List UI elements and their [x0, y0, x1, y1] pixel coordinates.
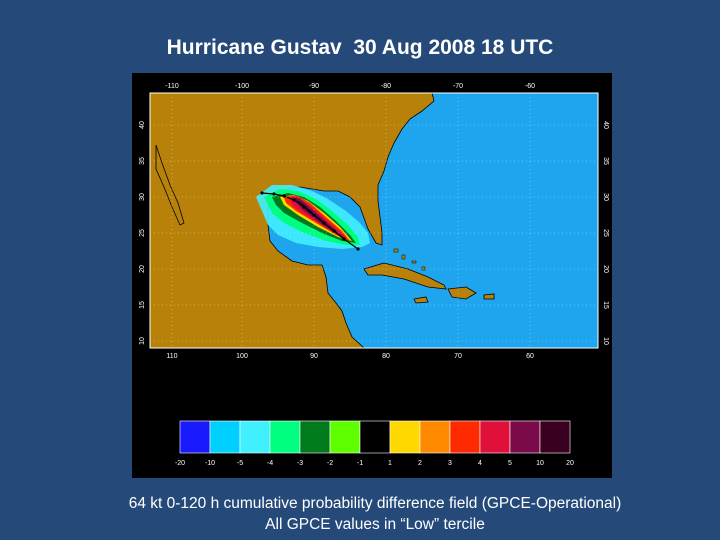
bottom-lon-label: 70: [454, 353, 462, 360]
left-lat-label: 15: [139, 301, 146, 309]
colorbar-tick-label: -1: [357, 460, 363, 467]
colorbar-tick-label: -4: [267, 460, 273, 467]
track-markers: [260, 191, 360, 251]
colorbar-tick-label: 3: [448, 460, 452, 467]
map-border: [149, 92, 599, 349]
colorbar-swatch: [179, 420, 211, 454]
colorbar-swatch: [209, 420, 241, 454]
graticule: [150, 93, 598, 348]
colorbar-swatch: [359, 420, 391, 454]
left-lat-label: 20: [139, 265, 146, 273]
colorbar-tick-label: -3: [297, 460, 303, 467]
colorbar-swatch: [479, 420, 511, 454]
colorbar-tick-label: -5: [237, 460, 243, 467]
bahamas: [393, 248, 426, 271]
bottom-lon-label: 80: [382, 353, 390, 360]
bottom-lon-label: 60: [526, 353, 534, 360]
colorbar-tick-label: 20: [566, 460, 574, 467]
left-lat-label: 25: [139, 229, 146, 237]
colorbar-tick-label: -10: [205, 460, 215, 467]
caption-line-2: All GPCE values in “Low” tercile: [265, 516, 485, 533]
colorbar-swatch: [509, 420, 541, 454]
bottom-lon-label: 110: [166, 353, 177, 360]
colorbar-swatch: [419, 420, 451, 454]
colorbar-swatch: [269, 420, 301, 454]
land: [149, 92, 495, 349]
bottom-lon-label: 90: [310, 353, 318, 360]
colorbar-tick-label: 2: [418, 460, 422, 467]
colorbar-tick-label: 5: [508, 460, 512, 467]
bottom-lon-label: 100: [236, 353, 248, 360]
left-lat-label: 10: [139, 337, 146, 345]
colorbar-tick-label: -20: [175, 460, 185, 467]
colorbar: [179, 420, 571, 454]
colorbar-tick-label: 10: [536, 460, 544, 467]
colorbar-swatch: [449, 420, 481, 454]
top-lon-label: -70: [453, 83, 463, 90]
left-lat-label: 30: [139, 193, 146, 201]
colorbar-swatch: [329, 420, 361, 454]
colorbar-swatch: [389, 420, 421, 454]
colorbar-swatch: [239, 420, 271, 454]
top-lon-label: -80: [381, 83, 391, 90]
colorbar-swatch: [539, 420, 571, 454]
left-lat-label: 40: [139, 121, 146, 129]
storm-track: [261, 192, 359, 250]
colorbar-tick-label: -2: [327, 460, 333, 467]
map-figure: -110 -100 -90 -80 -70 -60 110 100 90 80 …: [132, 73, 612, 478]
top-lon-label: -60: [525, 83, 535, 90]
right-lat-label: 40: [602, 121, 609, 129]
left-lat-label: 35: [139, 157, 146, 165]
top-lon-label: -100: [235, 83, 249, 90]
right-lat-label: 35: [602, 157, 609, 165]
map-svg: -110 -100 -90 -80 -70 -60 110 100 90 80 …: [139, 83, 609, 467]
right-lat-label: 15: [602, 301, 609, 309]
colorbar-tick-label: 1: [388, 460, 392, 467]
top-lon-label: -90: [309, 83, 319, 90]
colorbar-swatch: [299, 420, 331, 454]
right-lat-label: 25: [602, 229, 609, 237]
right-lat-label: 20: [602, 265, 609, 273]
right-lat-label: 10: [602, 337, 609, 345]
colorbar-tick-label: 4: [478, 460, 482, 467]
colorbar-labels: -20 -10 -5 -4 -3 -2 -1 1 2 3 4 5 10 20: [175, 460, 574, 467]
top-lon-label: -110: [165, 83, 179, 90]
right-lat-label: 30: [602, 193, 609, 201]
caption-line-1: 64 kt 0-120 h cumulative probability dif…: [128, 495, 622, 512]
map-title: Hurricane Gustav 30 Aug 2008 18 UTC: [166, 36, 554, 59]
